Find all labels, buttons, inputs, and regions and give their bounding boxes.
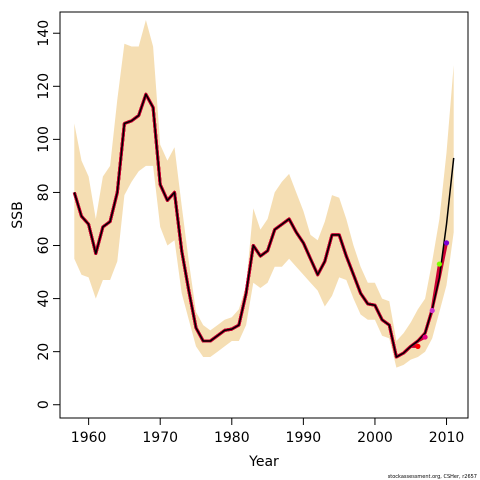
- y-tick-label-120: 120: [36, 73, 52, 100]
- y-axis: 0 20 40 60 80 100 120 140: [36, 20, 60, 409]
- x-tick-label-2000: 2000: [357, 430, 393, 446]
- retro-endpoints-layer: [415, 240, 450, 349]
- credit-text: stockassessment.org, CSHer, r2657: [388, 474, 477, 480]
- confidence-band-layer: [74, 20, 454, 368]
- y-tick-label-140: 140: [36, 20, 52, 47]
- x-tick-label-1970: 1970: [142, 430, 178, 446]
- y-tick-label-60: 60: [36, 237, 52, 255]
- retro-endpoint-2009: [436, 261, 442, 267]
- x-tick-label-1980: 1980: [214, 430, 250, 446]
- retro-endpoint-2010: [443, 240, 450, 246]
- ssb-line-layer: [73, 93, 455, 358]
- x-tick-label-2010: 2010: [429, 430, 465, 446]
- y-tick-label-0: 0: [36, 400, 52, 409]
- y-tick-label-100: 100: [36, 126, 52, 153]
- y-axis-title: SSB: [10, 201, 26, 228]
- plot-frame: [59, 11, 469, 419]
- y-tick-label-80: 80: [36, 183, 52, 201]
- x-tick-label-1960: 1960: [71, 430, 107, 446]
- y-tick-label-40: 40: [36, 290, 52, 308]
- ssb-line: [73, 93, 455, 358]
- x-tick-label-1990: 1990: [286, 430, 322, 446]
- y-tick-label-20: 20: [36, 343, 52, 361]
- x-axis-title: Year: [248, 454, 279, 470]
- retro-endpoint-2008: [429, 307, 435, 314]
- retro-endpoint-2007: [422, 334, 428, 340]
- retro-endpoint-2006: [415, 343, 421, 349]
- confidence-band: [74, 20, 454, 368]
- x-axis: 1960 1970 1980 1990 2000 2010: [71, 418, 465, 446]
